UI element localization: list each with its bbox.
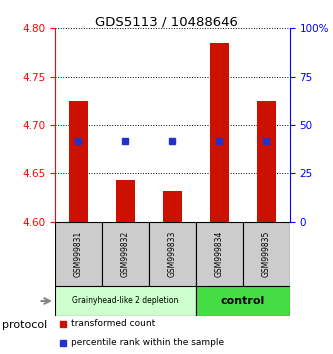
Bar [116, 180, 135, 222]
Bar [196, 286, 290, 316]
Text: GSM999834: GSM999834 [215, 230, 224, 277]
Bar [257, 101, 276, 222]
Text: control: control [221, 296, 265, 306]
Text: transformed count: transformed count [71, 319, 156, 328]
Bar [102, 222, 149, 286]
Bar [55, 286, 196, 316]
Text: GSM999831: GSM999831 [74, 231, 83, 277]
Text: GSM999832: GSM999832 [121, 231, 130, 277]
Bar [55, 222, 102, 286]
Bar [210, 43, 229, 222]
Text: percentile rank within the sample: percentile rank within the sample [71, 338, 224, 347]
Bar [243, 222, 290, 286]
Bar [149, 222, 196, 286]
Text: protocol: protocol [2, 320, 47, 330]
Text: GSM999833: GSM999833 [168, 230, 177, 277]
Text: Grainyhead-like 2 depletion: Grainyhead-like 2 depletion [72, 297, 178, 306]
Bar [196, 222, 243, 286]
Text: GSM999835: GSM999835 [262, 230, 271, 277]
Text: GDS5113 / 10488646: GDS5113 / 10488646 [95, 16, 238, 29]
Bar [163, 191, 182, 222]
Bar [69, 101, 88, 222]
